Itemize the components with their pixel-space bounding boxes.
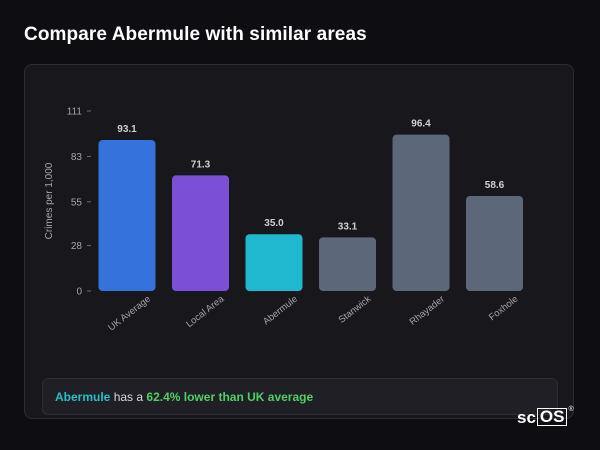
x-tick-label: Rhayader	[408, 294, 447, 328]
bar-foxhole	[466, 195, 523, 291]
bar-value-label: 71.3	[191, 159, 211, 170]
bar-local-area	[172, 175, 229, 291]
y-tick-label: 55	[71, 197, 83, 208]
summary-difference: 62.4% lower than UK average	[146, 389, 314, 404]
bar-value-label: 96.4	[411, 119, 431, 130]
x-tick-label: Local Area	[184, 293, 227, 330]
logo-prefix: sc	[517, 408, 536, 427]
bar-stanwick	[319, 237, 376, 291]
page-title: Compare Abermule with similar areas	[24, 24, 367, 45]
y-tick-label: 0	[76, 287, 82, 298]
y-tick-label: 28	[71, 241, 83, 252]
y-tick-label: 111	[67, 107, 83, 118]
x-tick-label: Foxhole	[487, 294, 520, 323]
summary-area-name: Abermule	[55, 389, 111, 404]
comparison-summary: Abermule has a 62.4% lower than UK avera…	[42, 378, 558, 415]
logo-box: OS	[536, 408, 568, 426]
y-axis-label: Crimes per 1,000	[44, 162, 55, 239]
bar-value-label: 58.6	[485, 180, 505, 191]
bar-value-label: 35.0	[264, 218, 284, 229]
bar-uk-average	[98, 140, 156, 291]
bar-rhayader	[392, 134, 450, 291]
summary-text: has a	[113, 389, 144, 404]
bar-value-label: 93.1	[117, 124, 137, 135]
x-tick-label: Abermule	[261, 294, 300, 328]
brand-logo: sc OS ®	[517, 406, 574, 428]
logo-registered-mark: ®	[568, 406, 574, 413]
x-tick-label: UK Average	[106, 294, 153, 334]
x-tick-label: Stanwick	[337, 294, 374, 326]
y-tick-label: 83	[71, 152, 83, 163]
bar-value-label: 33.1	[338, 221, 358, 232]
bar-abermule	[245, 234, 303, 291]
